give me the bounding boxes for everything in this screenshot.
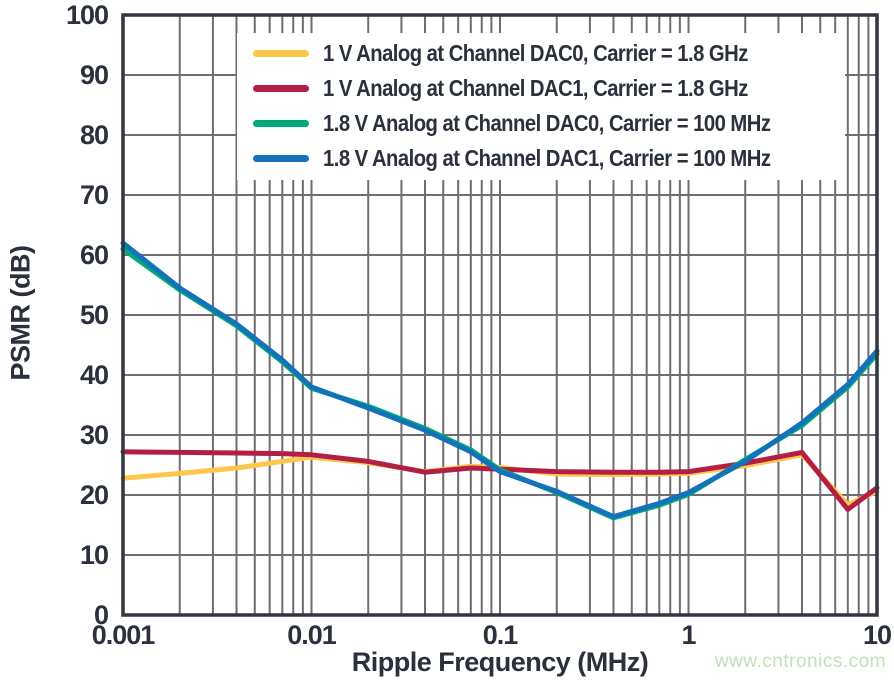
y-tick-label: 50 bbox=[79, 300, 109, 330]
legend-label: 1.8 V Analog at Channel DAC0, Carrier = … bbox=[323, 110, 771, 137]
y-tick-label: 40 bbox=[79, 360, 109, 390]
chart-legend: 1 V Analog at Channel DAC0, Carrier = 1.… bbox=[237, 33, 845, 180]
legend-label: 1.8 V Analog at Channel DAC1, Carrier = … bbox=[323, 145, 771, 172]
y-tick-label: 10 bbox=[79, 540, 109, 570]
legend-item: 1.8 V Analog at Channel DAC0, Carrier = … bbox=[253, 107, 845, 141]
legend-swatch-icon bbox=[253, 155, 309, 163]
legend-item: 1 V Analog at Channel DAC0, Carrier = 1.… bbox=[253, 36, 845, 70]
y-tick-label: 80 bbox=[79, 120, 109, 150]
y-tick-label: 70 bbox=[79, 180, 109, 210]
x-tick-label: 0.1 bbox=[482, 620, 519, 650]
x-tick-label: 0.001 bbox=[91, 620, 156, 650]
legend-item: 1 V Analog at Channel DAC1, Carrier = 1.… bbox=[253, 71, 845, 105]
legend-label: 1 V Analog at Channel DAC1, Carrier = 1.… bbox=[323, 74, 748, 101]
y-tick-label: 20 bbox=[79, 480, 109, 510]
watermark-text: www.cntronics.com bbox=[714, 651, 886, 672]
legend-swatch-icon bbox=[253, 84, 309, 92]
axis-frame bbox=[121, 13, 879, 617]
curve-series-3 bbox=[120, 240, 880, 520]
y-tick-label: 60 bbox=[79, 240, 109, 270]
y-axis-title: PSMR (dB) bbox=[5, 245, 36, 381]
x-tick-label: 0.01 bbox=[287, 620, 337, 650]
x-tick-label: 1 bbox=[681, 620, 696, 650]
legend-label: 1 V Analog at Channel DAC0, Carrier = 1.… bbox=[323, 39, 748, 66]
y-tick-label: 100 bbox=[65, 0, 109, 30]
x-tick-label: 10 bbox=[862, 620, 892, 650]
y-tick-label: 90 bbox=[79, 60, 109, 90]
x-axis-title: Ripple Frequency (MHz) bbox=[351, 647, 649, 677]
legend-swatch-icon bbox=[253, 120, 309, 128]
legend-swatch-icon bbox=[253, 49, 309, 57]
y-tick-label: 0 bbox=[93, 600, 109, 630]
chart-curves bbox=[120, 240, 880, 521]
y-tick-label: 30 bbox=[79, 420, 109, 450]
legend-item: 1.8 V Analog at Channel DAC1, Carrier = … bbox=[253, 142, 845, 176]
